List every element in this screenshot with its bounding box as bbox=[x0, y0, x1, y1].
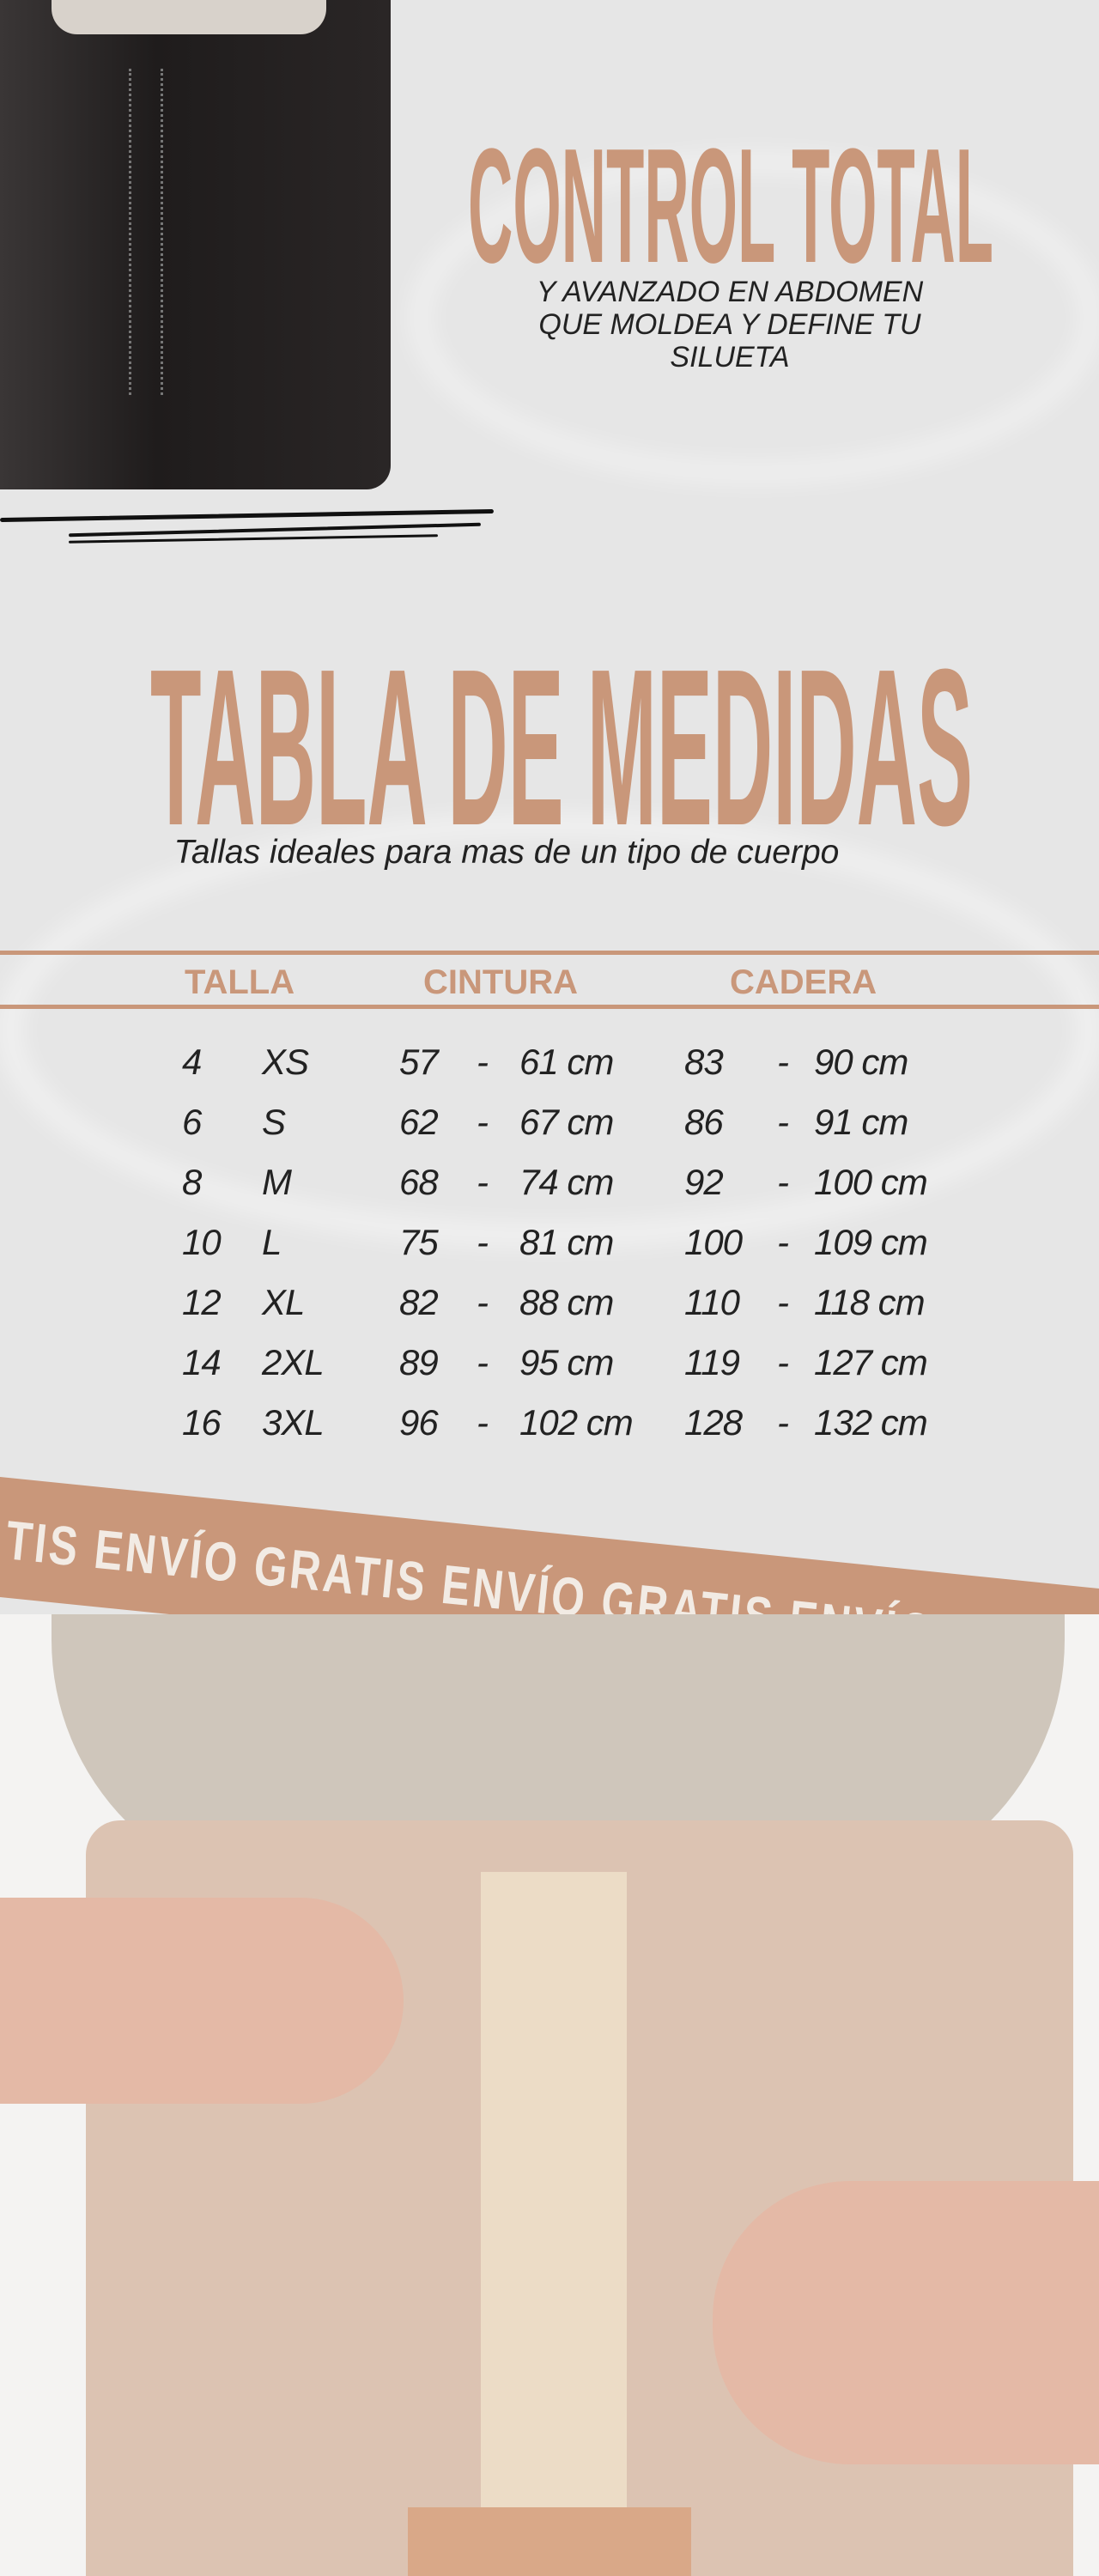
hero-subtitle-2: QUE MOLDEA Y DEFINE TU bbox=[538, 308, 921, 341]
cell-hip-max: 132 cm bbox=[814, 1402, 928, 1443]
cell-hip-min: 110 bbox=[684, 1282, 740, 1322]
range-separator: - bbox=[777, 1042, 789, 1082]
cell-hip-min: 119 bbox=[684, 1342, 740, 1382]
cell-num: 16 bbox=[182, 1402, 222, 1443]
decorative-swoosh bbox=[69, 534, 438, 544]
cell-hip-max: 100 cm bbox=[814, 1162, 928, 1202]
cell-waist-min: 57 bbox=[399, 1042, 439, 1082]
size-chart-subtitle: Tallas ideales para mas de un tipo de cu… bbox=[173, 834, 840, 871]
range-separator: - bbox=[777, 1162, 789, 1202]
cell-waist-min: 68 bbox=[399, 1162, 439, 1202]
cell-num: 14 bbox=[182, 1342, 222, 1382]
cell-size: XL bbox=[262, 1282, 305, 1322]
cell-waist-min: 62 bbox=[399, 1102, 439, 1142]
hero-title-wrapper: CONTROL TOTAL bbox=[468, 137, 993, 266]
hero-title: CONTROL TOTAL bbox=[468, 137, 993, 266]
table-row: 12 XL 82-88 cm 110-118 cm bbox=[0, 1281, 1099, 1333]
range-separator: - bbox=[777, 1102, 789, 1142]
cell-waist-max: 81 cm bbox=[519, 1222, 614, 1262]
cell-hip-max: 127 cm bbox=[814, 1342, 928, 1382]
header-cintura: CINTURA bbox=[423, 963, 578, 1001]
range-separator: - bbox=[477, 1222, 489, 1262]
table-row: 6 S 62-67 cm 86-91 cm bbox=[0, 1101, 1099, 1152]
range-separator: - bbox=[777, 1342, 789, 1382]
cell-hip-max: 109 cm bbox=[814, 1222, 928, 1262]
size-chart-title: TABLA DE MEDIDAS bbox=[150, 657, 973, 829]
cell-waist-max: 88 cm bbox=[519, 1282, 614, 1322]
range-separator: - bbox=[477, 1102, 489, 1142]
cell-hip-min: 100 bbox=[684, 1222, 743, 1262]
cell-waist-min: 82 bbox=[399, 1282, 439, 1322]
cell-waist-max: 74 cm bbox=[519, 1162, 614, 1202]
range-separator: - bbox=[477, 1402, 489, 1443]
hero-subtitle-1: Y AVANZADO EN ABDOMEN bbox=[536, 276, 924, 308]
cell-size: 3XL bbox=[262, 1402, 325, 1443]
range-separator: - bbox=[777, 1222, 789, 1262]
cell-num: 10 bbox=[182, 1222, 222, 1262]
range-separator: - bbox=[777, 1402, 789, 1443]
cell-hip-max: 118 cm bbox=[814, 1282, 926, 1322]
cell-num: 8 bbox=[182, 1162, 202, 1202]
table-row: 16 3XL 96-102 cm 128-132 cm bbox=[0, 1401, 1099, 1453]
cell-waist-min: 89 bbox=[399, 1342, 439, 1382]
cell-waist-min: 96 bbox=[399, 1402, 439, 1443]
cell-hip-min: 86 bbox=[684, 1102, 724, 1142]
cell-size: S bbox=[262, 1102, 286, 1142]
table-top-rule bbox=[0, 951, 1099, 955]
cell-waist-max: 61 cm bbox=[519, 1042, 614, 1082]
cell-size: M bbox=[262, 1162, 292, 1202]
cell-hip-max: 90 cm bbox=[814, 1042, 908, 1082]
cell-hip-min: 92 bbox=[684, 1162, 724, 1202]
cell-waist-max: 95 cm bbox=[519, 1342, 614, 1382]
cell-num: 6 bbox=[182, 1102, 202, 1142]
cell-waist-max: 102 cm bbox=[519, 1402, 634, 1443]
hero-subtitle-3: SILUETA bbox=[670, 341, 790, 374]
range-separator: - bbox=[477, 1342, 489, 1382]
cell-size: 2XL bbox=[262, 1342, 325, 1382]
range-separator: - bbox=[477, 1282, 489, 1322]
cell-size: XS bbox=[262, 1042, 309, 1082]
header-talla: TALLA bbox=[185, 963, 295, 1001]
table-row: 8 M 68-74 cm 92-100 cm bbox=[0, 1161, 1099, 1212]
cell-hip-min: 128 bbox=[684, 1402, 743, 1443]
cell-waist-max: 67 cm bbox=[519, 1102, 614, 1142]
product-image-shapewear bbox=[0, 0, 391, 489]
range-separator: - bbox=[777, 1282, 789, 1322]
cell-waist-min: 75 bbox=[399, 1222, 439, 1262]
cell-hip-max: 91 cm bbox=[814, 1102, 908, 1142]
table-row: 4 XS 57-61 cm 83-90 cm bbox=[0, 1041, 1099, 1092]
model-photo bbox=[0, 1614, 1099, 2576]
cell-hip-min: 83 bbox=[684, 1042, 724, 1082]
header-cadera: CADERA bbox=[730, 963, 877, 1001]
cell-num: 4 bbox=[182, 1042, 202, 1082]
cell-num: 12 bbox=[182, 1282, 222, 1322]
table-row: 10 L 75-81 cm 100-109 cm bbox=[0, 1221, 1099, 1273]
table-row: 14 2XL 89-95 cm 119-127 cm bbox=[0, 1341, 1099, 1393]
cell-size: L bbox=[262, 1222, 282, 1262]
size-chart-title-wrapper: TABLA DE MEDIDAS bbox=[150, 657, 973, 829]
range-separator: - bbox=[477, 1162, 489, 1202]
decorative-swoosh bbox=[0, 508, 494, 523]
range-separator: - bbox=[477, 1042, 489, 1082]
table-bottom-rule bbox=[0, 1005, 1099, 1009]
